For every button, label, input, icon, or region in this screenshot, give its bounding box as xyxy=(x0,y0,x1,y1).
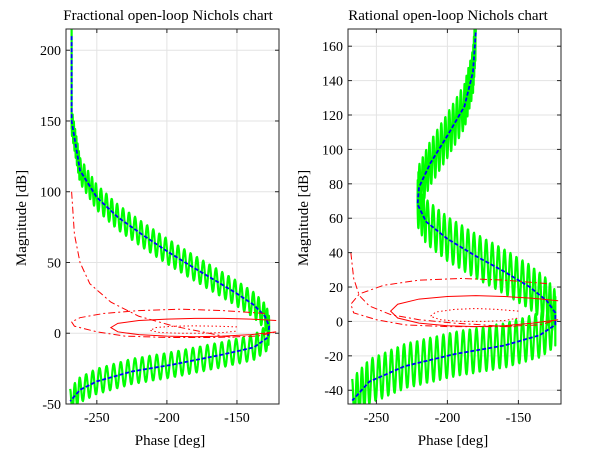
y-tick-label: 160 xyxy=(322,40,343,55)
x-tick-label: -250 xyxy=(364,411,390,426)
y-tick-label: 20 xyxy=(329,281,343,296)
axes-frame xyxy=(347,28,562,405)
x-tick-label: -200 xyxy=(154,411,180,426)
y-tick-label: 100 xyxy=(40,186,61,201)
y-tick-label: 0 xyxy=(54,327,61,342)
y-tick-label: 120 xyxy=(322,109,343,124)
chart-title: Fractional open-loop Nichols chart xyxy=(63,8,273,24)
y-tick-label: 60 xyxy=(329,212,343,227)
chart-title: Rational open-loop Nichols chart xyxy=(348,8,548,24)
nominal-response-line xyxy=(69,36,271,402)
plot-lines xyxy=(350,29,559,404)
x-tick-label: -250 xyxy=(84,411,110,426)
y-tick-label: 100 xyxy=(322,143,343,158)
x-tick-label: -150 xyxy=(506,411,532,426)
axes-frame xyxy=(65,28,280,405)
nichols-contour-line xyxy=(71,191,238,338)
y-tick-label: 150 xyxy=(40,115,61,130)
y-tick-label: 40 xyxy=(329,247,343,262)
plot-lines xyxy=(69,29,277,404)
y-tick-label: 200 xyxy=(40,44,61,59)
y-tick-label: 0 xyxy=(336,315,343,330)
x-axis-label: Phase [deg] xyxy=(418,433,488,449)
x-tick-label: -150 xyxy=(224,411,250,426)
nominal-response-line xyxy=(351,32,557,402)
rational-nichols-chart: Rational open-loop Nichols chart Phase [… xyxy=(296,8,562,449)
plot-area xyxy=(66,29,279,404)
y-tick-label: -20 xyxy=(324,350,343,365)
y-tick-label: 80 xyxy=(329,178,343,193)
fractional-nichols-chart: Fractional open-loop Nichols chart Phase… xyxy=(14,8,280,449)
x-tick-label: -200 xyxy=(435,411,461,426)
y-tick-label: -50 xyxy=(42,398,61,413)
x-axis-label: Phase [deg] xyxy=(135,433,205,449)
y-tick-label: 140 xyxy=(322,75,343,90)
nichols-contour-line xyxy=(389,295,559,328)
y-axis-label: Magnitude [dB] xyxy=(296,170,312,266)
uncertainty-band-line xyxy=(351,29,557,404)
nichols-contour-line xyxy=(109,317,277,338)
y-tick-label: 50 xyxy=(47,256,61,271)
nichols-contour-line xyxy=(70,308,277,338)
y-axis-label: Magnitude [dB] xyxy=(14,170,30,266)
y-tick-label: -40 xyxy=(324,384,343,399)
